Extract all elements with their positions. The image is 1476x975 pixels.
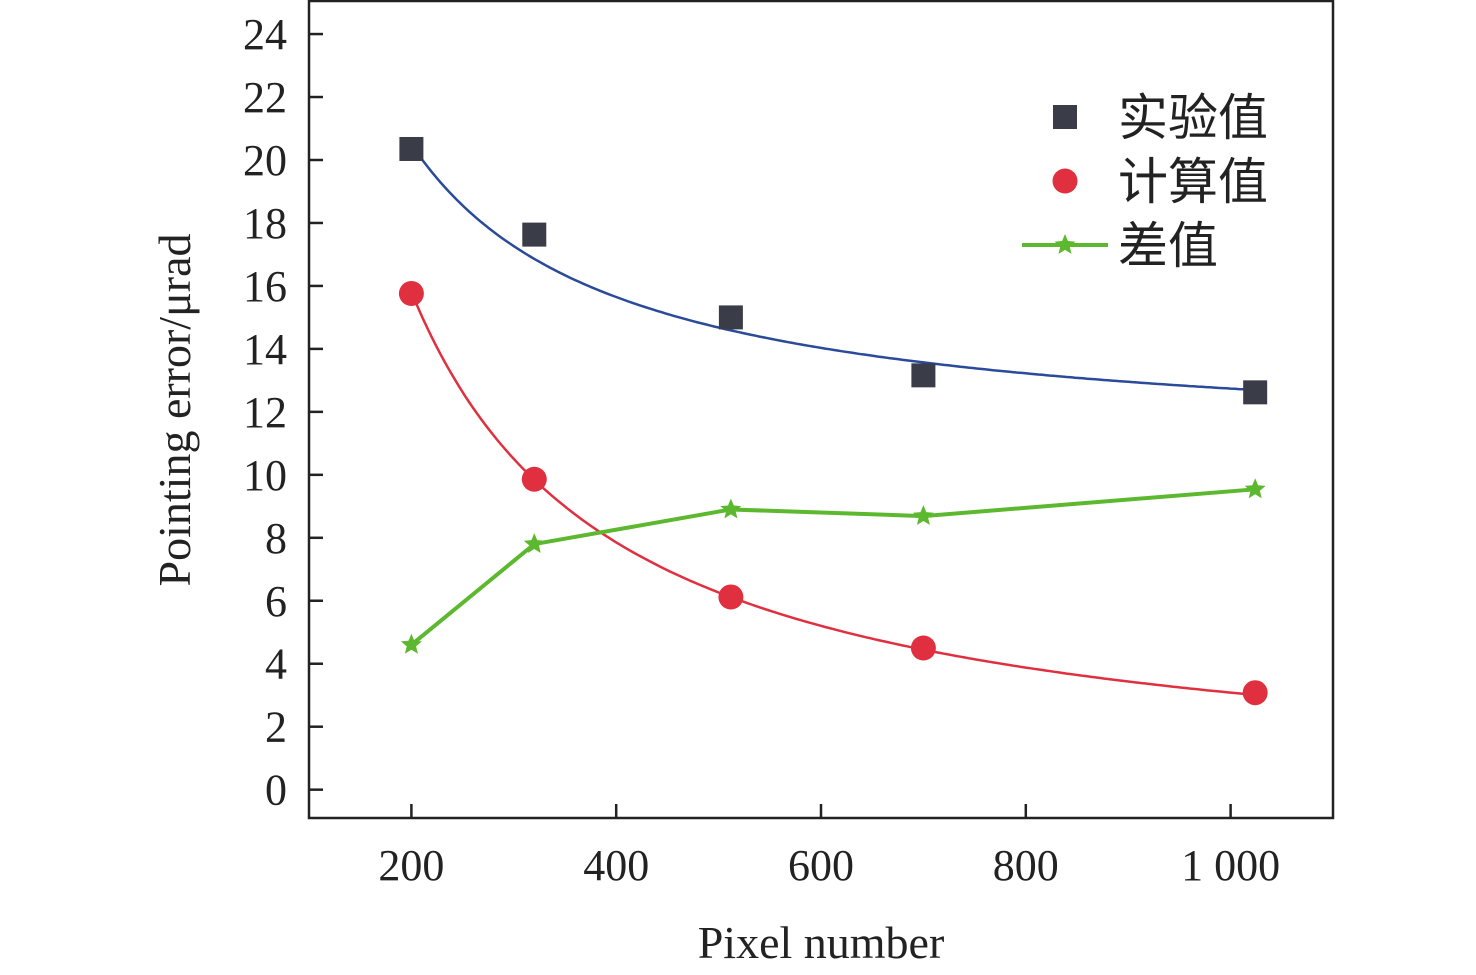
data-point-series-1	[1242, 680, 1268, 706]
data-point-series-0	[522, 222, 547, 247]
data-point-series-2	[720, 498, 742, 519]
y-tick-label: 10	[243, 451, 287, 500]
data-point-series-1	[910, 635, 936, 661]
y-tick-label: 0	[265, 766, 287, 815]
y-tick-label: 18	[243, 199, 287, 248]
series-line-2	[410, 487, 1256, 647]
legend-marker	[1052, 168, 1078, 194]
y-tick-label: 14	[243, 325, 287, 374]
data-point-series-0	[718, 305, 743, 330]
data-point-series-2	[523, 533, 545, 553]
y-tick-label: 8	[265, 514, 287, 563]
y-tick-label: 6	[265, 577, 287, 626]
data-point-series-1	[718, 584, 744, 610]
data-point-series-0	[1243, 380, 1268, 405]
legend-label: 实验值	[1118, 89, 1268, 147]
x-tick-label: 800	[993, 841, 1059, 890]
x-tick-label: 400	[583, 841, 649, 890]
data-point-series-1	[398, 280, 424, 306]
y-tick-label: 16	[243, 262, 287, 311]
data-point-series-2	[1244, 478, 1266, 499]
y-tick-label: 22	[243, 73, 287, 122]
data-point-series-2	[912, 505, 934, 525]
x-tick-label: 200	[378, 841, 444, 890]
x-tick-label: 1 000	[1181, 841, 1280, 890]
x-tick-label: 600	[788, 841, 854, 890]
y-tick-label: 24	[243, 10, 287, 59]
data-point-series-1	[521, 466, 547, 492]
legend-marker	[1054, 234, 1076, 254]
legend-marker	[1053, 105, 1077, 129]
data-point-series-0	[911, 363, 936, 388]
data-point-series-0	[399, 136, 424, 161]
fit-curve-1	[410, 291, 1256, 697]
data-point-series-2	[400, 633, 422, 654]
y-tick-label: 12	[243, 388, 287, 437]
legend-label: 计算值	[1118, 153, 1268, 211]
y-tick-label: 20	[243, 136, 287, 185]
y-axis-label: Pointing error/μrad	[149, 234, 200, 587]
fit-curve-0	[410, 143, 1256, 392]
x-axis-label: Pixel number	[698, 917, 945, 968]
y-tick-label: 2	[265, 703, 287, 752]
y-tick-label: 4	[265, 640, 287, 689]
legend-label: 差值	[1118, 217, 1218, 275]
